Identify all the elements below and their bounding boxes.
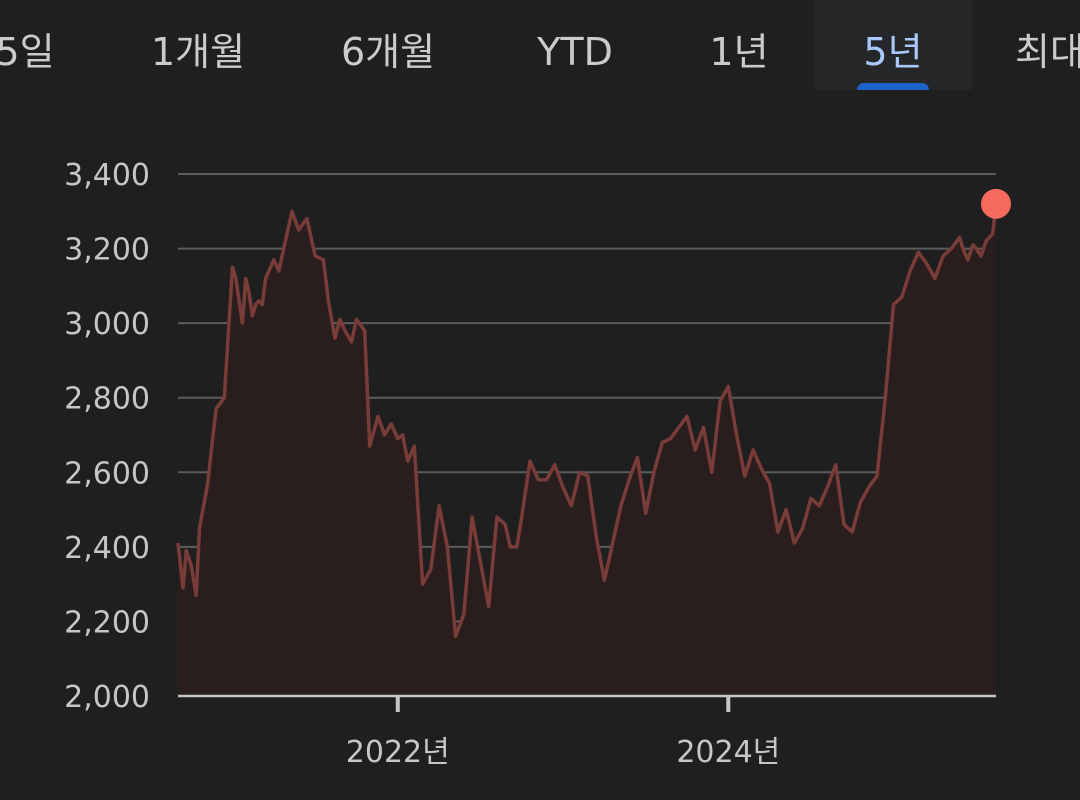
active-tab-indicator	[857, 83, 929, 90]
tab-range-2[interactable]: 6개월	[313, 0, 463, 90]
y-tick-label: 2,000	[64, 680, 150, 715]
tab-label: 1개월	[150, 30, 246, 74]
tab-range-3[interactable]: YTD	[510, 0, 640, 90]
y-tick-label: 3,200	[64, 233, 150, 268]
y-axis-labels: 2,000 2,200 2,400 2,600 2,800 3,000 3,200 3,400	[64, 158, 150, 715]
x-tick-label: 2024년	[676, 735, 780, 770]
tab-label: 1년	[709, 30, 769, 74]
tab-range-4[interactable]: 1년	[684, 0, 794, 90]
y-tick-label: 2,600	[64, 456, 150, 491]
y-tick-label: 2,800	[64, 382, 150, 417]
last-price-marker[interactable]	[981, 188, 1011, 219]
tab-label: 최대	[1015, 30, 1080, 74]
price-area-fill	[178, 203, 996, 697]
y-tick-label: 3,000	[64, 307, 150, 342]
tab-label: YTD	[537, 30, 613, 74]
tab-range-1[interactable]: 1개월	[123, 0, 273, 90]
price-chart: 2,000 2,200 2,400 2,600 2,800 3,000 3,200 3,400…	[64, 158, 1011, 770]
tab-label: 6개월	[340, 30, 436, 74]
time-range-tabs: 5일 1개월 6개월 YTD 1년 5년 최대	[0, 0, 1080, 96]
y-tick-label: 2,200	[64, 605, 150, 640]
y-tick-label: 3,400	[64, 158, 150, 193]
tab-range-5[interactable]: 5년	[814, 0, 972, 90]
tab-range-0[interactable]: 5일	[0, 0, 70, 90]
tab-range-6[interactable]: 최대	[990, 0, 1080, 90]
x-axis-ticks: 2022년 2024년	[346, 696, 780, 770]
y-tick-label: 2,400	[64, 531, 150, 566]
tab-label: 5일	[0, 30, 55, 74]
price-line	[176, 203, 998, 639]
x-tick-label: 2022년	[346, 735, 450, 770]
tab-label: 5년	[863, 30, 923, 74]
